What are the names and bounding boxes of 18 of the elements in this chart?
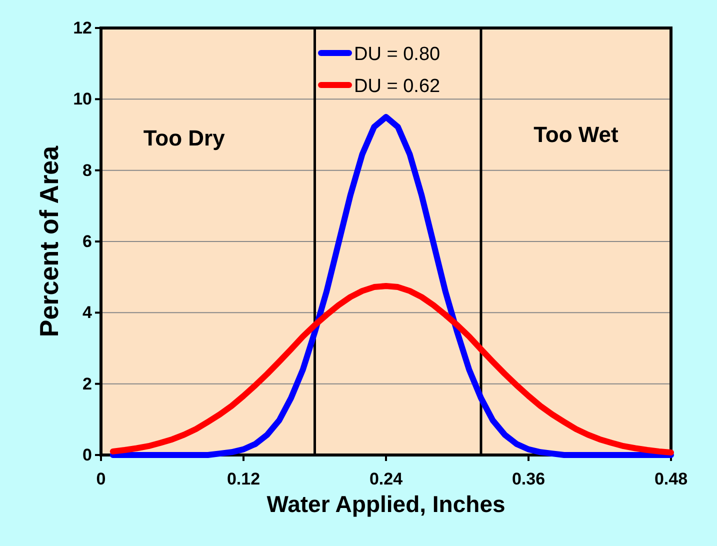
x-tick-label: 0.24 [369, 469, 404, 488]
legend-label: DU = 0.80 [354, 44, 440, 65]
y-tick-label: 6 [82, 232, 92, 251]
x-tick-label: 0.48 [654, 469, 688, 488]
y-tick-label: 10 [73, 90, 92, 109]
x-tick-label: 0 [96, 469, 106, 488]
y-axis-title: Percent of Area [34, 145, 64, 338]
legend-label: DU = 0.62 [354, 76, 440, 97]
y-tick-label: 12 [73, 18, 92, 38]
y-tick-label: 4 [82, 303, 93, 322]
y-tick-label: 8 [82, 160, 92, 180]
x-tick-label: 0.12 [226, 469, 260, 488]
annotation: Too Dry [143, 125, 226, 150]
y-tick-label: 0 [82, 445, 92, 464]
x-tick-label: 0.36 [512, 469, 546, 488]
annotation: Too Wet [534, 122, 620, 147]
x-axis-title: Water Applied, Inches [266, 491, 506, 517]
y-tick-label: 2 [82, 374, 92, 394]
